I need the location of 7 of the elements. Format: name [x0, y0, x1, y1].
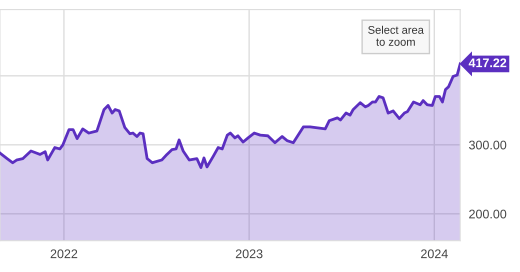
- annotation: Select area to zoom: [368, 26, 424, 46]
- annotation: 417.22: [468, 58, 506, 68]
- x-tick-label: 2024: [421, 249, 448, 258]
- y-tick-label: 300.00: [469, 140, 506, 150]
- x-tick-label: 2023: [236, 249, 262, 258]
- x-tick-label: 2022: [50, 249, 78, 258]
- y-tick-label: 200.00: [469, 210, 506, 218]
